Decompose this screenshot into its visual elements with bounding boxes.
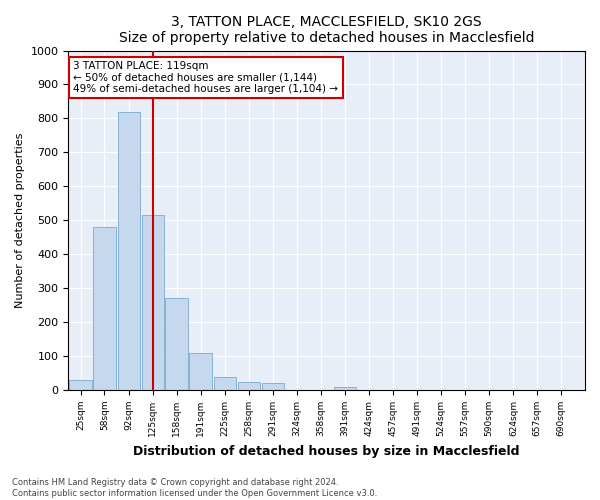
Text: Contains HM Land Registry data © Crown copyright and database right 2024.
Contai: Contains HM Land Registry data © Crown c… (12, 478, 377, 498)
Bar (214, 377, 236, 390)
Bar (238, 382, 260, 390)
Y-axis label: Number of detached properties: Number of detached properties (15, 132, 25, 308)
X-axis label: Distribution of detached houses by size in Macclesfield: Distribution of detached houses by size … (133, 444, 520, 458)
Title: 3, TATTON PLACE, MACCLESFIELD, SK10 2GS
Size of property relative to detached ho: 3, TATTON PLACE, MACCLESFIELD, SK10 2GS … (119, 15, 535, 45)
Bar (70, 380, 92, 390)
Bar (142, 215, 164, 390)
Bar (93, 227, 116, 390)
Bar (262, 384, 284, 390)
Bar (118, 112, 140, 390)
Bar (190, 352, 212, 390)
Bar (166, 298, 188, 390)
Text: 3 TATTON PLACE: 119sqm
← 50% of detached houses are smaller (1,144)
49% of semi-: 3 TATTON PLACE: 119sqm ← 50% of detached… (73, 60, 338, 94)
Bar (334, 386, 356, 390)
